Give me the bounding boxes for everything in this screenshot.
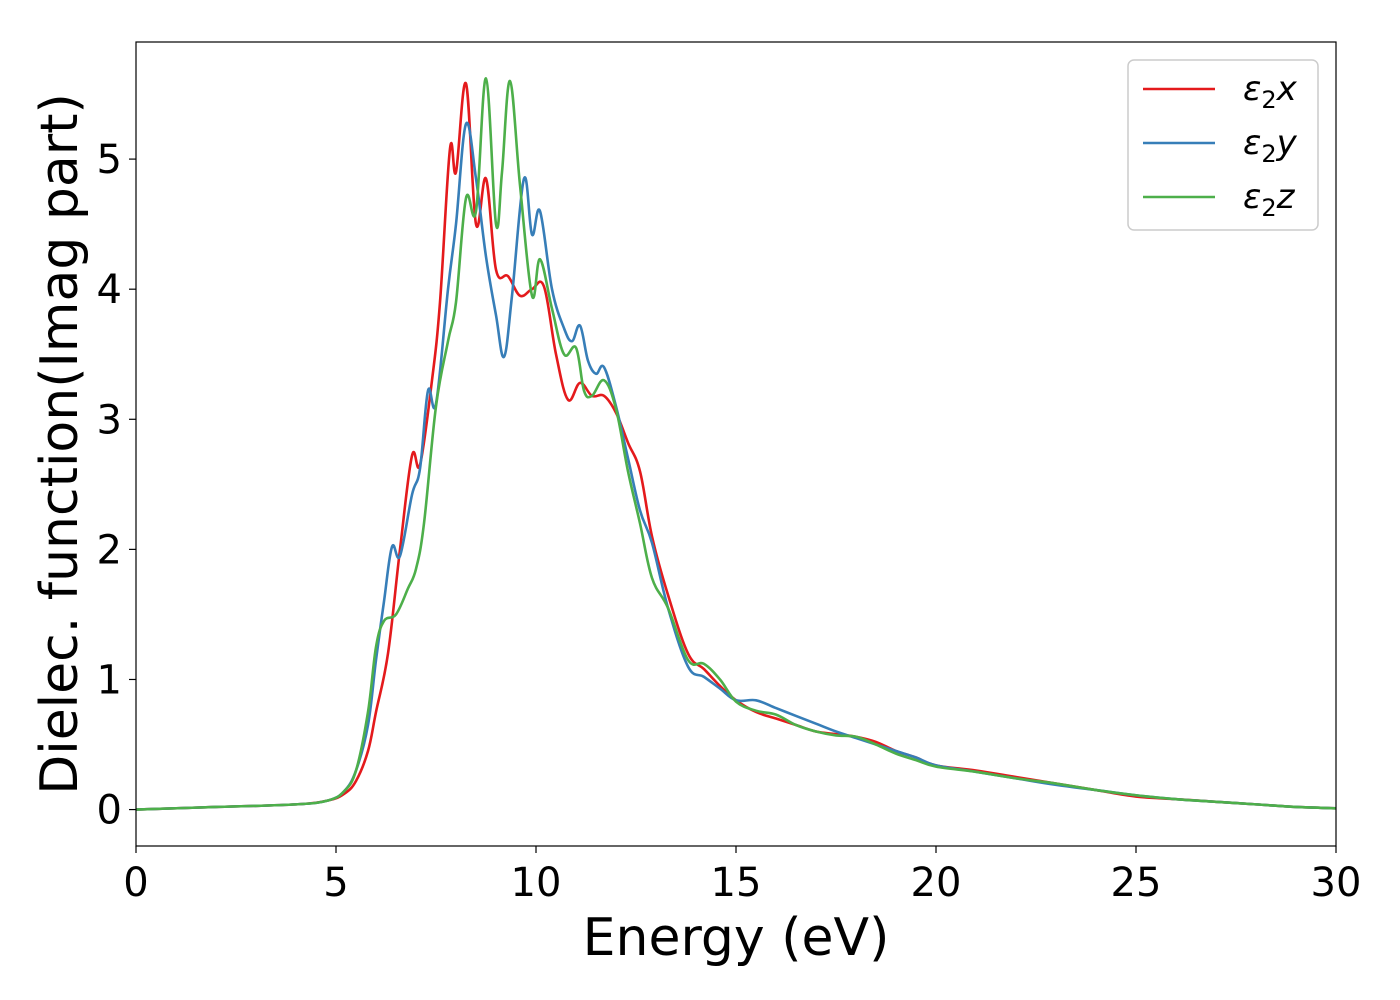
x-axis: 0 5 10 15 20 25 30 [123, 846, 1361, 906]
legend: ε2x ε2y ε2z [1127, 59, 1319, 231]
y-tick-label: 1 [97, 657, 122, 703]
y-tick-label: 5 [97, 137, 122, 183]
x-tick-label: 30 [1311, 860, 1362, 906]
y-tick-label: 4 [97, 267, 122, 313]
x-axis-title: Energy (eV) [583, 908, 890, 968]
y-axis: 0 1 2 3 4 5 [97, 137, 136, 834]
y-tick-label: 3 [97, 397, 122, 443]
x-tick-label: 25 [1111, 860, 1162, 906]
x-tick-label: 15 [711, 860, 762, 906]
x-tick-label: 5 [323, 860, 348, 906]
series-layer [135, 77, 1337, 811]
x-tick-label: 20 [911, 860, 962, 906]
legend-box [1127, 59, 1319, 231]
x-tick-label: 10 [511, 860, 562, 906]
y-axis-title: Dielec. function(Imag part) [30, 93, 90, 795]
y-tick-label: 2 [97, 527, 122, 573]
y-tick-label: 0 [97, 788, 122, 834]
legend-label-z: ε2z [1243, 177, 1296, 222]
x-tick-label: 0 [123, 860, 148, 906]
legend-label-y: ε2y [1243, 123, 1298, 168]
series-line-y [135, 121, 1337, 811]
legend-label-x: ε2x [1243, 69, 1298, 114]
series-line-z [135, 77, 1337, 811]
